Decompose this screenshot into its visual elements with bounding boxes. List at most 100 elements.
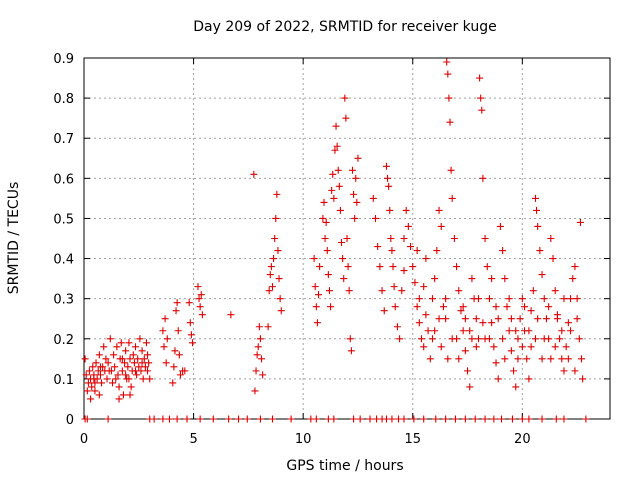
data-point: [225, 415, 233, 423]
data-point: [499, 247, 507, 255]
data-point: [140, 355, 148, 363]
data-point: [466, 383, 474, 391]
data-point: [481, 415, 489, 423]
data-point: [330, 415, 338, 423]
data-point: [346, 335, 354, 343]
data-point: [505, 295, 513, 303]
data-point: [121, 359, 129, 367]
data-point: [227, 311, 235, 319]
data-point: [330, 194, 338, 202]
data-point: [426, 355, 434, 363]
data-point: [235, 415, 243, 423]
data-point: [525, 327, 533, 335]
y-tick-label: 0.4: [53, 253, 74, 268]
data-point: [159, 327, 167, 335]
data-point: [327, 303, 335, 311]
data-point: [499, 335, 507, 343]
data-point: [132, 343, 140, 351]
data-point: [129, 351, 137, 359]
data-point: [479, 319, 487, 327]
data-point: [81, 355, 89, 363]
data-point: [503, 303, 511, 311]
data-point: [144, 351, 152, 359]
data-point: [443, 58, 451, 66]
data-point: [538, 415, 546, 423]
data-point: [90, 375, 98, 383]
data-point: [173, 415, 181, 423]
x-tick-label: 15: [404, 432, 421, 447]
data-point: [104, 359, 112, 367]
data-point: [348, 166, 356, 174]
data-point: [89, 363, 97, 371]
data-point: [374, 243, 382, 251]
data-point: [410, 415, 418, 423]
data-point: [407, 243, 415, 251]
data-point: [256, 335, 264, 343]
data-point: [170, 363, 178, 371]
data-point: [264, 323, 272, 331]
chart-title: Day 209 of 2022, SRMTID for receiver kug…: [193, 19, 496, 35]
data-point: [508, 415, 516, 423]
data-point: [560, 295, 568, 303]
data-point: [549, 255, 557, 263]
data-point: [313, 319, 321, 327]
data-point: [435, 206, 443, 214]
data-point: [85, 367, 93, 375]
data-point: [471, 415, 479, 423]
data-point: [529, 287, 537, 295]
data-point: [350, 190, 358, 198]
data-point: [130, 359, 138, 367]
data-point: [126, 355, 134, 363]
data-point: [415, 295, 423, 303]
data-point: [345, 287, 353, 295]
data-point: [135, 363, 143, 371]
data-point: [95, 351, 103, 359]
data-point: [173, 299, 181, 307]
data-point: [468, 335, 476, 343]
data-point: [518, 343, 526, 351]
data-point: [391, 303, 399, 311]
data-point: [339, 255, 347, 263]
data-point: [533, 206, 541, 214]
data-point: [575, 335, 583, 343]
data-point: [514, 335, 522, 343]
data-point: [540, 295, 548, 303]
y-tick-label: 0.5: [53, 212, 74, 227]
data-point: [400, 267, 408, 275]
data-point: [534, 222, 542, 230]
data-point: [564, 355, 572, 363]
data-point: [91, 387, 99, 395]
data-point: [477, 94, 485, 102]
data-point: [325, 287, 333, 295]
data-point: [483, 263, 491, 271]
data-point: [432, 415, 440, 423]
data-point: [198, 311, 206, 319]
data-point: [185, 299, 193, 307]
data-point: [312, 415, 320, 423]
data-point: [527, 307, 535, 315]
data-point: [194, 283, 202, 291]
data-point: [115, 383, 123, 391]
data-point: [138, 359, 146, 367]
data-point: [132, 367, 140, 375]
data-point: [534, 315, 542, 323]
data-point: [174, 327, 182, 335]
data-point: [378, 287, 386, 295]
data-point: [512, 383, 520, 391]
data-point: [319, 214, 327, 222]
data-point: [252, 367, 260, 375]
data-point: [481, 235, 489, 242]
data-point: [324, 271, 332, 279]
data-point: [490, 343, 498, 351]
data-point: [277, 307, 285, 315]
data-point: [134, 355, 142, 363]
data-point: [444, 355, 452, 363]
data-point: [388, 415, 396, 423]
data-point: [162, 359, 170, 367]
data-point: [498, 415, 506, 423]
data-point: [253, 351, 261, 359]
data-point: [124, 363, 132, 371]
data-point: [479, 174, 487, 182]
data-point: [336, 206, 344, 214]
data-point: [409, 263, 417, 271]
